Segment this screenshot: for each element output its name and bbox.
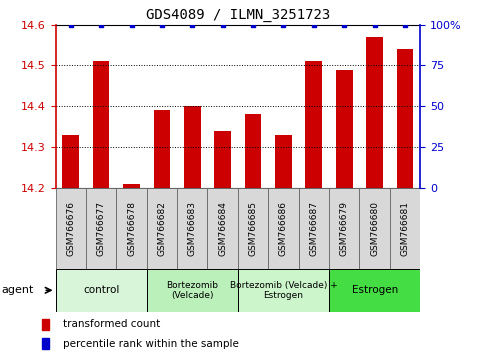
Point [158, 22, 166, 28]
Bar [86, 188, 116, 269]
Point [249, 22, 257, 28]
Point [97, 22, 105, 28]
Bar [329, 188, 359, 269]
Bar [238, 188, 268, 269]
Text: control: control [83, 285, 119, 295]
Bar [56, 269, 147, 312]
Bar [275, 135, 292, 188]
Title: GDS4089 / ILMN_3251723: GDS4089 / ILMN_3251723 [146, 8, 330, 22]
Text: GSM766678: GSM766678 [127, 201, 136, 256]
Point [219, 22, 227, 28]
Bar [184, 106, 200, 188]
Text: GSM766686: GSM766686 [279, 201, 288, 256]
Point [67, 22, 74, 28]
Text: GSM766681: GSM766681 [400, 201, 410, 256]
Text: Bortezomib
(Velcade): Bortezomib (Velcade) [166, 281, 218, 300]
Text: GSM766683: GSM766683 [188, 201, 197, 256]
Bar [397, 49, 413, 188]
Text: Estrogen: Estrogen [352, 285, 398, 295]
Bar [123, 183, 140, 188]
Bar [268, 188, 298, 269]
Point [280, 22, 287, 28]
Text: GSM766680: GSM766680 [370, 201, 379, 256]
Text: percentile rank within the sample: percentile rank within the sample [63, 339, 239, 349]
Text: GSM766677: GSM766677 [97, 201, 106, 256]
Bar [214, 131, 231, 188]
Bar [366, 37, 383, 188]
Bar [147, 269, 238, 312]
Bar [390, 188, 420, 269]
Bar [245, 114, 261, 188]
Bar [208, 188, 238, 269]
Bar [116, 188, 147, 269]
Text: GSM766687: GSM766687 [309, 201, 318, 256]
Bar [336, 69, 353, 188]
Bar [305, 61, 322, 188]
Text: GSM766682: GSM766682 [157, 201, 167, 256]
Point [401, 22, 409, 28]
Bar [154, 110, 170, 188]
Text: GSM766685: GSM766685 [249, 201, 257, 256]
Bar [177, 188, 208, 269]
Bar [62, 135, 79, 188]
Point [128, 22, 135, 28]
Point [341, 22, 348, 28]
Bar [42, 319, 49, 330]
Bar [329, 269, 420, 312]
Text: GSM766679: GSM766679 [340, 201, 349, 256]
Bar [93, 61, 110, 188]
Point [188, 22, 196, 28]
Bar [359, 188, 390, 269]
Bar [238, 269, 329, 312]
Bar [56, 188, 86, 269]
Text: transformed count: transformed count [63, 319, 160, 330]
Text: GSM766676: GSM766676 [66, 201, 75, 256]
Text: Bortezomib (Velcade) +
Estrogen: Bortezomib (Velcade) + Estrogen [229, 281, 337, 300]
Point [371, 22, 379, 28]
Bar [298, 188, 329, 269]
Point [310, 22, 318, 28]
Bar [147, 188, 177, 269]
Text: GSM766684: GSM766684 [218, 201, 227, 256]
Text: agent: agent [1, 285, 33, 295]
Bar [42, 338, 49, 349]
